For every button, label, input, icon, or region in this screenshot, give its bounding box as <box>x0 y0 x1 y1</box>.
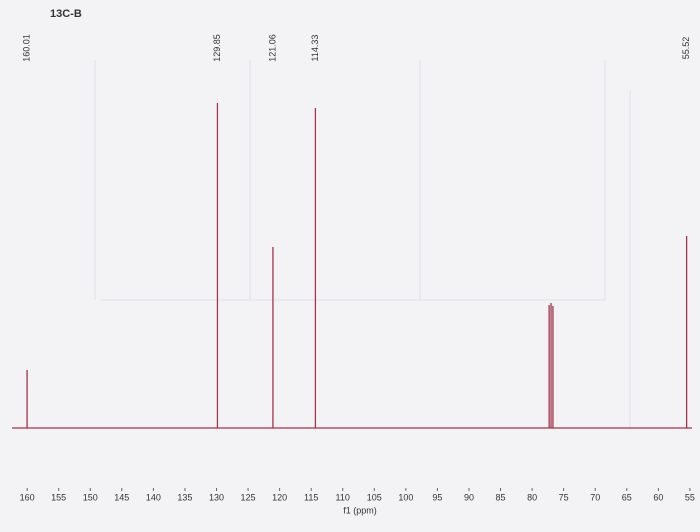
x-tick-label: 120 <box>272 492 287 502</box>
chart-title: 13C-B <box>50 8 82 20</box>
x-tick-label: 75 <box>559 492 569 502</box>
x-tick-label: 135 <box>177 492 192 502</box>
show-through-lines <box>94 60 631 430</box>
peak-label: 160.01 <box>21 34 31 62</box>
x-tick-label: 115 <box>304 492 318 502</box>
x-tick-label: 130 <box>209 492 224 502</box>
peak-label: 55.52 <box>681 37 691 60</box>
x-tick-label: 160 <box>20 492 35 502</box>
x-tick-label: 125 <box>241 492 256 502</box>
x-axis-label: f1 (ppm) <box>343 505 377 515</box>
x-tick-label: 60 <box>653 492 663 502</box>
x-tick-label: 110 <box>336 492 350 502</box>
x-tick-label: 85 <box>496 492 506 502</box>
x-tick-label: 80 <box>527 492 537 502</box>
x-tick-label: 95 <box>432 492 442 502</box>
x-tick-label: 65 <box>622 492 632 502</box>
peak-label: 121.06 <box>267 34 277 62</box>
peak-label: 114.33 <box>310 35 320 62</box>
x-tick-label: 90 <box>464 492 474 502</box>
x-tick-label: 150 <box>83 492 98 502</box>
x-tick-label: 140 <box>146 492 161 502</box>
peak-label: 129.85 <box>212 34 222 62</box>
x-tick-label: 100 <box>398 492 413 502</box>
x-tick-label: 55 <box>685 492 695 502</box>
x-tick-label: 70 <box>590 492 600 502</box>
x-tick-label: 155 <box>51 492 66 502</box>
x-tick-label: 105 <box>367 492 382 502</box>
x-tick-label: 145 <box>114 492 129 502</box>
